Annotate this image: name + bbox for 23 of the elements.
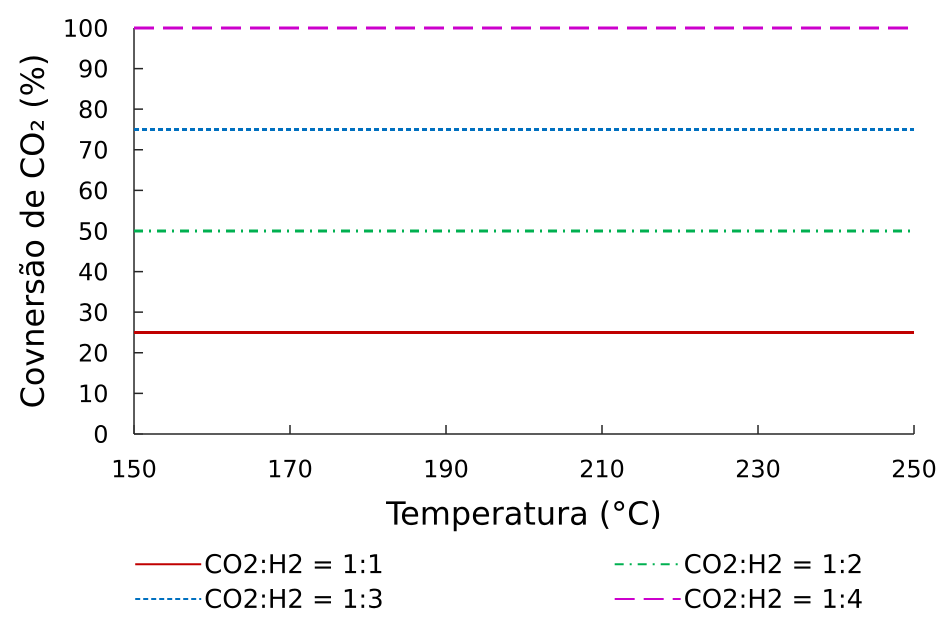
x-axis-title: Temperatura (°C): [386, 500, 660, 532]
x-tick-label: 170: [270, 460, 312, 478]
legend-label: CO2:H2 = 1:1: [206, 554, 382, 574]
y-tick-label: 0: [94, 424, 107, 444]
y-axis-title: Covnersão de CO₂ (%): [19, 56, 48, 407]
legend-label: CO2:H2 = 1:4: [685, 588, 862, 608]
y-tick-label: 60: [80, 181, 107, 200]
legend-label: CO2:H2 = 1:3: [206, 588, 382, 608]
y-tick-label: 40: [79, 262, 107, 281]
y-tick-label: 70: [80, 140, 107, 159]
y-tick-label: 30: [80, 303, 107, 322]
y-tick-label: 100: [65, 18, 107, 38]
y-tick-label: 80: [80, 100, 107, 118]
y-tick-label: 20: [80, 344, 107, 362]
legend-label: CO2:H2 = 1:2: [685, 554, 861, 574]
y-tick-label: 10: [80, 384, 107, 402]
y-tick-label: 50: [80, 222, 107, 240]
y-tick-label: 90: [80, 60, 107, 78]
x-tick-label: 250: [892, 460, 936, 478]
x-tick-label: 150: [114, 460, 156, 478]
x-tick-label: 190: [426, 460, 468, 478]
x-tick-label: 210: [580, 460, 624, 478]
x-tick-label: 230: [736, 460, 780, 478]
